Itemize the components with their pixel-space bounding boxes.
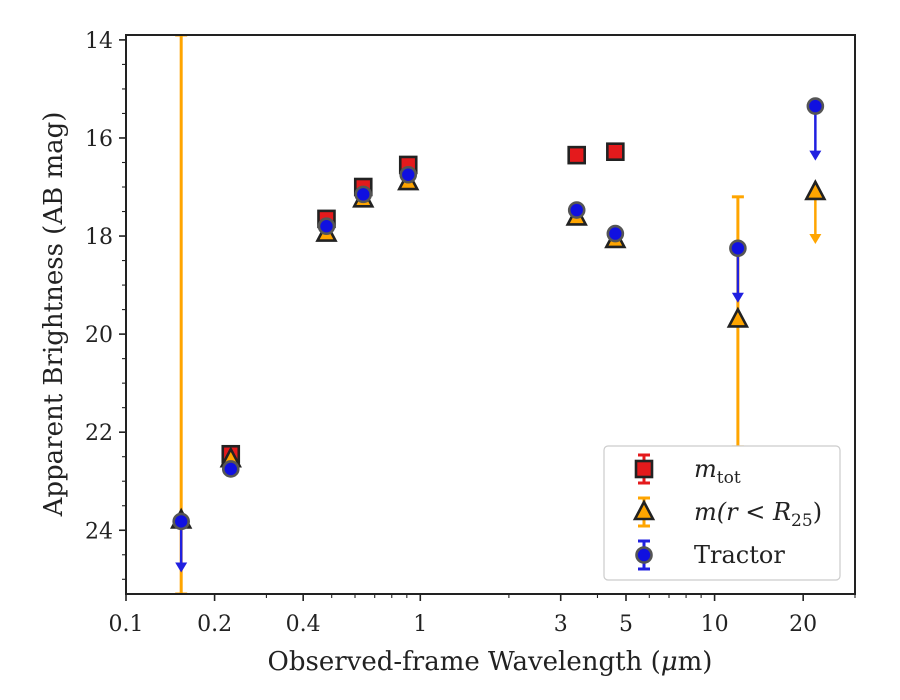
tractor-upper-limit-0-head [175,562,188,573]
plot-frame [125,34,856,595]
y-tick-label-5: 24 [85,519,113,544]
legend: mtot m(r < R25) Tractor [603,445,841,581]
mr25-upper-limit-8-head [809,233,822,244]
tractor-point-0 [172,512,190,531]
tractor-point-2 [317,217,336,236]
tractor-point-6 [606,224,625,243]
tractor-upper-limit-7-head [731,292,744,303]
x-tick-label-7: 20 [789,612,817,637]
y-tick-label-4: 22 [85,421,113,446]
x-tick-label-1: 0.2 [197,612,232,637]
tractor-point-5 [567,201,586,219]
tractor-point-8 [806,97,825,115]
tractor-point-7 [729,239,747,258]
axis-ticks: 0.1 0.2 0.4 1 3 5 10 20 14 16 18 20 22 24 [85,29,856,637]
legend-label-mr25: m(r < R25) [694,498,822,531]
x-tick-label-5: 5 [619,612,633,637]
x-tick-label-6: 10 [701,612,729,637]
legend-marker-tractor [635,546,653,564]
y-tick-label-3: 20 [85,323,113,348]
tractor-upper-limit-8-head [809,150,822,161]
series-layer [170,35,827,594]
tractor-point-1 [221,460,240,478]
legend-marker-mr25 [632,499,656,521]
x-tick-label-3: 1 [413,612,427,637]
x-tick-label-2: 0.4 [286,612,321,637]
legend-markers [632,453,656,571]
x-tick-label-0: 0.1 [109,612,144,637]
tractor-point-3 [354,185,373,204]
mr25-point-8 [804,179,827,201]
legend-label-tractor: Tractor [694,541,785,569]
mtot-point-4 [567,145,587,165]
y-axis-label: Apparent Brightness (AB mag) [39,112,69,518]
tractor-point-4 [399,165,418,184]
mtot-point-5 [606,142,625,162]
y-tick-label-1: 16 [85,127,113,152]
legend-label-mtot: mtot [694,455,741,488]
x-axis-label: Observed-frame Wavelength (μm) [268,647,713,677]
y-tick-label-2: 18 [85,225,113,250]
series-tractor [172,97,825,573]
mr25-point-7 [726,306,750,328]
legend-marker-mtot [634,459,654,479]
y-tick-label-0: 14 [85,29,113,54]
legend-box [603,445,841,581]
x-tick-label-4: 3 [554,612,568,637]
